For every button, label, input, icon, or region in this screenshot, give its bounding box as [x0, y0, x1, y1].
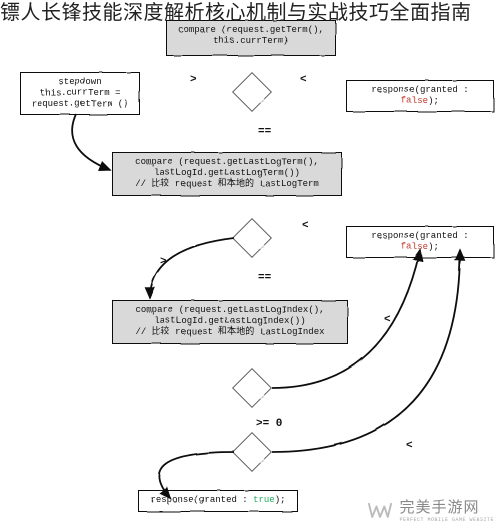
- flow-node: response(granted : false);: [346, 226, 494, 258]
- flow-node: response(granted : false);: [346, 80, 494, 112]
- watermark-subtext: PERFECT MOBILE GAME WEBSITE: [399, 517, 494, 523]
- decision-diamond: [232, 72, 272, 112]
- edge-label: <: [302, 220, 309, 232]
- edge-label: >= 0: [256, 418, 282, 430]
- page-title: 镖人长锋技能深度解析核心机制与实战技巧全面指南: [0, 0, 472, 26]
- watermark-text-block: 完美手游网 PERFECT MOBILE GAME WEBSITE: [399, 496, 494, 523]
- flow-node: compare (request.getLastLogIndex(),lastL…: [112, 300, 348, 344]
- edge-label: >: [160, 256, 167, 268]
- watermark-logo-icon: [367, 499, 393, 521]
- edge-label: ==: [258, 126, 271, 138]
- edge-label: <: [384, 314, 391, 326]
- watermark-text: 完美手游网: [399, 496, 494, 517]
- decision-diamond: [232, 218, 272, 258]
- decision-diamond: [232, 432, 272, 472]
- edge-label: ==: [258, 272, 271, 284]
- flow-node: stepdownthis.currTerm =request.getTerm (…: [20, 72, 140, 115]
- flow-node: compare (request.getLastLogTerm(),lastLo…: [112, 152, 342, 196]
- watermark: 完美手游网 PERFECT MOBILE GAME WEBSITE: [367, 496, 494, 523]
- flow-node: response(granted : true);: [138, 490, 298, 512]
- edge-label: <: [300, 74, 307, 86]
- edge-label: >: [190, 74, 197, 86]
- edge-label: <: [406, 440, 413, 452]
- decision-diamond: [232, 368, 272, 408]
